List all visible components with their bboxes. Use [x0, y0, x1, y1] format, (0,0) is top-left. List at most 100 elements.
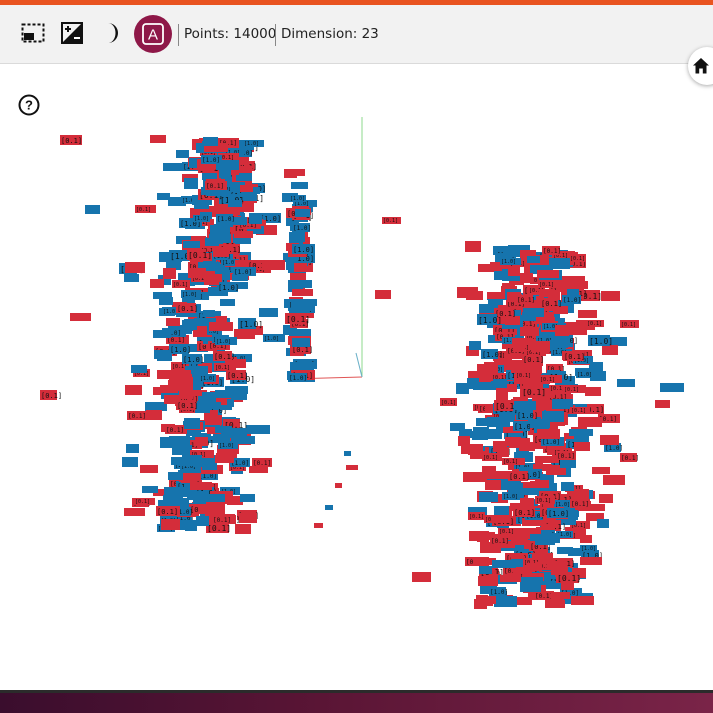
point-label [574, 442, 590, 451]
point-label: [1.0] [292, 223, 311, 232]
home-button[interactable] [688, 47, 713, 85]
point-label: [1.0] [169, 250, 194, 261]
svg-text:[0.1]: [0.1] [518, 321, 536, 328]
label-toggle-button[interactable]: A [134, 15, 172, 53]
svg-text:[0.1]: [0.1] [539, 282, 554, 288]
svg-text:[0.1]: [0.1] [523, 356, 544, 364]
point-label [294, 263, 307, 272]
svg-text:[0.1]: [0.1] [292, 346, 313, 354]
point-label [514, 401, 536, 410]
point-label [293, 299, 317, 306]
svg-text:[1.0]: [1.0] [199, 473, 217, 480]
point-label [234, 231, 253, 238]
point-label [295, 209, 310, 217]
point-label [535, 456, 559, 463]
svg-text:[1.0]: [1.0] [217, 216, 235, 223]
point-label [196, 366, 208, 374]
svg-text:[0.1]: [0.1] [207, 524, 231, 533]
point-label [488, 295, 503, 305]
svg-text:[1.0]: [1.0] [293, 246, 314, 254]
point-label [184, 373, 208, 382]
point-label [533, 464, 552, 471]
point-label [517, 597, 532, 605]
point-label: [1.0] [288, 373, 307, 382]
point-label [186, 429, 201, 436]
exposure-button[interactable] [59, 20, 85, 46]
svg-text:[0.1]: [0.1] [219, 140, 237, 147]
point-label: [0.1] [570, 407, 590, 414]
svg-text:[1.0]: [1.0] [163, 309, 178, 315]
point-label [203, 206, 221, 217]
svg-text:[0.1]: [0.1] [206, 183, 224, 190]
point-label [523, 377, 543, 388]
point-label [293, 275, 306, 284]
svg-text:[1.0]: [1.0] [561, 590, 579, 597]
svg-text:[0.1]: [0.1] [136, 207, 151, 213]
point-label: [1.0] [293, 200, 317, 207]
point-label [191, 236, 206, 245]
point-cloud-canvas[interactable]: [0.1][1.0][1.0][1.0][1.0][1.0][0.1][1.0]… [0, 65, 713, 690]
point-label [124, 508, 145, 516]
point-label [516, 307, 529, 316]
point-label [259, 308, 278, 317]
point-label [335, 483, 342, 488]
point-label [183, 455, 202, 463]
point-label [533, 255, 549, 266]
point-label [217, 445, 239, 454]
point-label: [0.1] [582, 404, 604, 414]
point-label [207, 425, 221, 434]
point-label [532, 402, 552, 410]
point-label: [1.0] [263, 334, 285, 342]
screen-mode-button[interactable] [20, 20, 46, 46]
svg-text:[0.1]: [0.1] [188, 251, 212, 260]
point-label: [0.1] [525, 333, 542, 341]
point-label: [0.1] [570, 499, 590, 508]
point-label [589, 362, 603, 371]
point-label [291, 302, 312, 311]
point-label: [1.0] [581, 550, 603, 560]
point-label: [1.0] [218, 441, 238, 449]
point-label [537, 270, 559, 278]
point-label [195, 404, 210, 413]
point-label [574, 435, 589, 446]
point-label [505, 316, 520, 325]
point-label [585, 387, 601, 396]
point-label [546, 465, 566, 475]
point-label [540, 474, 554, 483]
svg-text:[0.1]: [0.1] [499, 529, 514, 535]
svg-text:[1.0]: [1.0] [196, 489, 217, 497]
point-label [193, 498, 211, 508]
svg-text:[0.1]: [0.1] [587, 321, 602, 327]
point-label [239, 513, 257, 523]
point-label: [0.1] [135, 205, 156, 213]
point-label: [0.1] [218, 153, 239, 161]
point-label: [1.0] [500, 258, 521, 265]
svg-text:[1.0]: [1.0] [260, 215, 281, 223]
point-label [567, 327, 587, 334]
point-label [190, 208, 204, 218]
point-label [205, 415, 222, 425]
point-label [494, 357, 512, 365]
point-label [468, 371, 491, 382]
home-icon [693, 58, 709, 74]
point-label [567, 489, 589, 499]
point-label [461, 444, 483, 454]
point-label [198, 163, 213, 171]
point-label [495, 598, 508, 606]
point-label: [1.0] [221, 259, 239, 266]
point-label [527, 256, 540, 263]
point-label: [0.1] [508, 471, 530, 481]
theme-toggle-button[interactable] [99, 20, 125, 46]
point-label [171, 488, 185, 496]
point-label [450, 423, 465, 431]
point-label [140, 465, 158, 473]
point-label: [0.1] [569, 254, 586, 262]
point-label: [1.0] [243, 140, 264, 147]
help-button[interactable]: ? [18, 94, 40, 116]
point-label [508, 245, 530, 254]
scatter-plot-area[interactable]: [0.1][1.0][1.0][1.0][1.0][1.0][0.1][1.0]… [0, 65, 713, 690]
point-label [599, 494, 613, 503]
point-label [513, 397, 528, 404]
point-label: [1.0] [201, 155, 222, 164]
point-label: [0.1] [165, 425, 187, 434]
